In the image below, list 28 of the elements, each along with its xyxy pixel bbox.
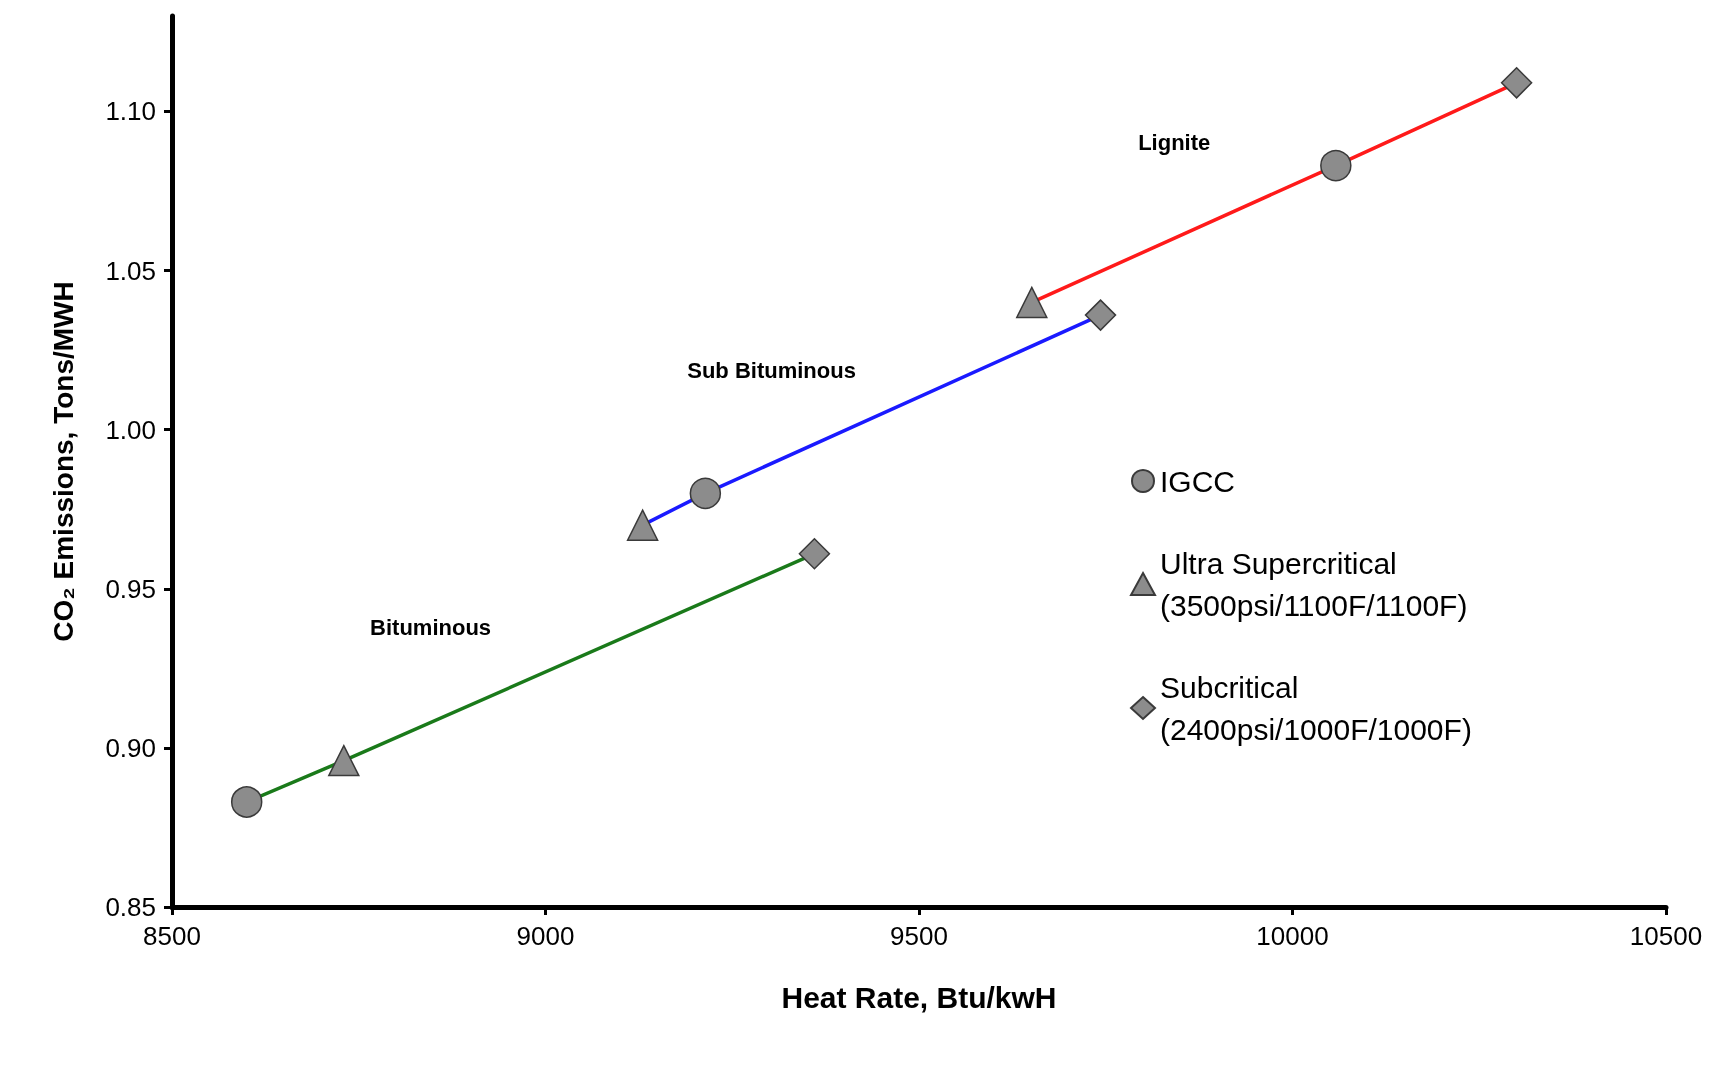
- x-tick-label: 10000: [1256, 921, 1329, 951]
- y-tick-label: 1.00: [105, 414, 156, 445]
- x-tick-label: 9500: [890, 921, 948, 951]
- legend-label: Ultra Supercritical (3500psi/1100F/1100F): [1160, 546, 1468, 622]
- point: [626, 509, 659, 541]
- y-tick-label: 1.05: [105, 255, 156, 286]
- point: [798, 538, 831, 570]
- annotation: Sub Bituminous: [687, 357, 856, 383]
- point: [689, 477, 722, 510]
- annotation: Bituminous: [370, 615, 492, 641]
- x-tick-label: 8500: [143, 921, 201, 951]
- point: [1320, 149, 1352, 182]
- point: [328, 744, 360, 777]
- y-tick-label: 0.95: [105, 573, 156, 604]
- legend-label: Subcritical (2400psi/1000F/1000F): [1160, 670, 1472, 746]
- x-tick-label: 9000: [516, 921, 575, 951]
- point: [1016, 286, 1048, 319]
- y-tick-label: 0.85: [105, 892, 156, 922]
- y-axis-title: CO₂ Emissions, Tons/MWH: [47, 281, 79, 642]
- x-tick-label: 10500: [1629, 921, 1703, 951]
- y-tick-label: 1.10: [105, 96, 156, 127]
- point: [1500, 67, 1533, 99]
- point: [1084, 299, 1117, 331]
- y-tick-label: 0.90: [105, 732, 156, 763]
- x-axis-title: Heat Rate, Btu/kwH: [781, 980, 1057, 1014]
- annotation: Lignite: [1138, 130, 1211, 156]
- legend-label: IGCC: [1160, 464, 1235, 498]
- point: [230, 786, 263, 818]
